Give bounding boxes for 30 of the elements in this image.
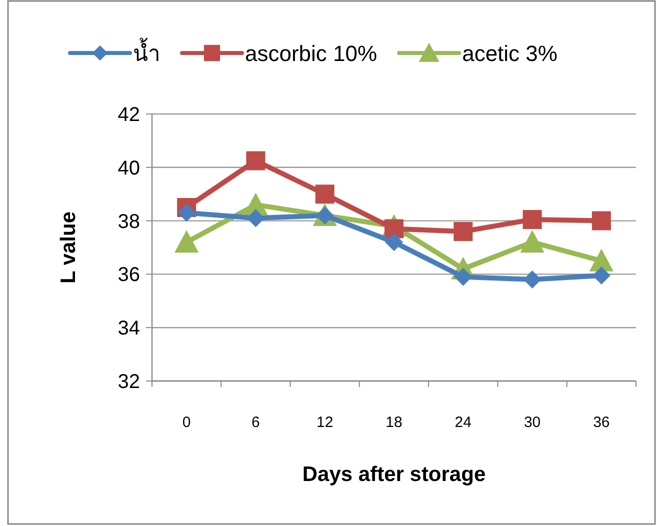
point <box>523 270 542 289</box>
point <box>385 233 403 252</box>
point <box>520 230 544 253</box>
legend-label: น้ำ <box>133 38 160 66</box>
y-tick-label: 34 <box>118 318 140 340</box>
y-tick-label: 36 <box>118 264 140 286</box>
y-tick-label: 38 <box>118 210 140 233</box>
point <box>174 230 199 253</box>
x-axis-title: Days after storage <box>302 463 486 486</box>
x-tick-label: 6 <box>252 414 260 431</box>
x-tick-label: 30 <box>524 414 541 431</box>
legend-label: ascorbic 10% <box>245 41 378 66</box>
y-tick-label: 40 <box>118 157 140 180</box>
point <box>315 184 334 204</box>
y-tick-label: 32 <box>118 371 140 393</box>
y-axis-title: L value <box>57 212 80 284</box>
point <box>246 151 266 170</box>
point <box>178 204 196 222</box>
point <box>522 210 542 229</box>
x-tick-label: 18 <box>386 414 402 431</box>
point <box>246 209 265 228</box>
x-tick-label: 12 <box>316 414 334 431</box>
y-tick-label: 42 <box>118 104 140 126</box>
legend-label: acetic 3% <box>462 41 558 66</box>
x-tick-label: 36 <box>593 414 610 431</box>
x-tick-label: 0 <box>182 414 191 431</box>
point <box>589 248 614 272</box>
x-tick-label: 24 <box>454 414 472 431</box>
point <box>454 222 473 241</box>
point <box>592 211 611 230</box>
